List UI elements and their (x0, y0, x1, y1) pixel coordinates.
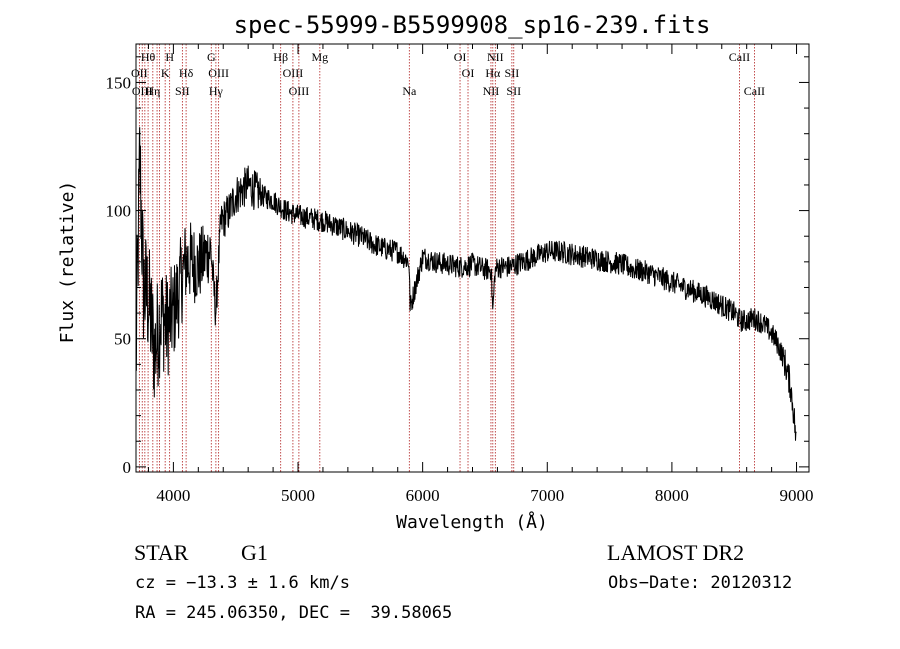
object-type: STAR (134, 540, 189, 565)
spectral-line-label: OI (454, 50, 467, 64)
spectral-line-label: OII (131, 66, 148, 80)
spectral-line-label: SII (175, 84, 190, 98)
object-subclass: G1 (241, 540, 268, 565)
spectral-line-label: SII (506, 84, 521, 98)
spectral-line-label: NII (483, 84, 500, 98)
spectral-line-label: OIII (132, 84, 153, 98)
spectral-line-label: NII (487, 50, 504, 64)
spectral-line-label: G (207, 50, 216, 64)
spectral-line-label: Hβ (273, 50, 288, 64)
spectral-line-label: SII (505, 66, 520, 80)
y-tick-label: 150 (106, 73, 132, 92)
spectral-line-label: Hγ (209, 84, 224, 98)
y-axis-label: Flux (relative) (57, 181, 78, 344)
y-tick-label: 50 (114, 330, 131, 349)
chart-title: spec-55999-B5599908_sp16-239.fits (234, 11, 711, 39)
spectral-line-label: Hθ (141, 50, 156, 64)
survey-name: LAMOST DR2 (607, 540, 745, 565)
spectral-line-label: CaII (729, 50, 750, 64)
spectral-line-label: Hα (485, 66, 501, 80)
spectral-line-label: Na (402, 84, 417, 98)
spectral-line-label: OI (462, 66, 475, 80)
x-tick-label: 8000 (655, 486, 689, 505)
spectral-line-label: OIII (289, 84, 310, 98)
spectral-line-label: Hη (145, 84, 160, 98)
spectral-line-label: K (161, 66, 170, 80)
redshift-value: cz = −13.3 ± 1.6 km/s (135, 573, 350, 593)
spectral-line-label: OIII (208, 66, 229, 80)
x-tick-label: 7000 (530, 486, 564, 505)
x-axis-label: Wavelength (Å) (396, 511, 548, 533)
spectral-line-label: Hδ (179, 66, 194, 80)
spectral-line-label: H (165, 50, 174, 64)
y-tick-label: 100 (106, 202, 132, 221)
x-tick-label: 5000 (281, 486, 315, 505)
spectral-line-label: CaII (744, 84, 765, 98)
plot-frame (135, 43, 810, 473)
observation-date: Obs−Date: 20120312 (608, 573, 793, 593)
x-tick-label: 6000 (406, 486, 440, 505)
y-tick-label: 0 (123, 458, 132, 477)
x-tick-label: 9000 (780, 486, 814, 505)
spectrum-line (135, 127, 797, 441)
spectral-line-label: Mg (311, 50, 328, 64)
sky-coordinates: RA = 245.06350, DEC = 39.58065 (135, 603, 453, 623)
spectral-line-label: OIII (283, 66, 304, 80)
x-tick-label: 4000 (156, 486, 190, 505)
